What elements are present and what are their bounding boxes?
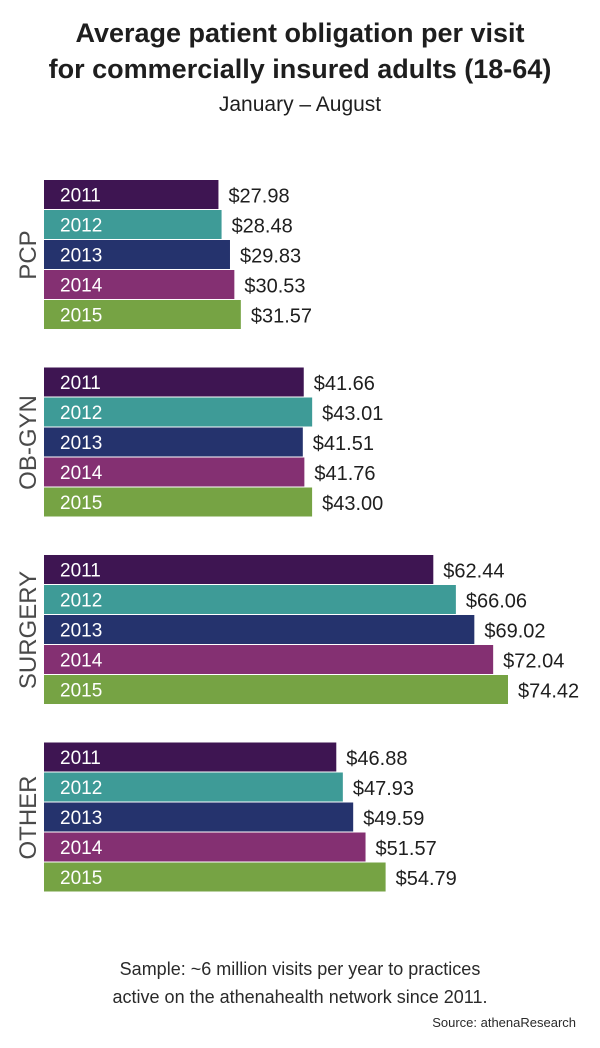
value-label-surgery-2013: $69.02 [484, 621, 545, 643]
value-label-ob-gyn-2011: $41.66 [314, 373, 375, 395]
value-label-surgery-2011: $62.44 [443, 561, 504, 583]
group-label-other: OTHER [15, 776, 42, 860]
value-label-other-2014: $51.57 [376, 838, 437, 860]
value-label-surgery-2012: $66.06 [466, 591, 527, 613]
chart-subtitle: January – August [218, 93, 382, 116]
year-label-other-2013: 2013 [60, 808, 102, 829]
year-label-surgery-2015: 2015 [60, 681, 102, 702]
value-label-pcp-2014: $30.53 [244, 276, 305, 298]
bar-other-2015 [44, 862, 386, 892]
year-label-surgery-2014: 2014 [60, 651, 103, 672]
bar-surgery-2011 [44, 555, 434, 584]
bar-other-2012 [44, 772, 343, 802]
sample-note-line-1: Sample: ~6 million visits per year to pr… [119, 959, 481, 979]
bar-ob-gyn-2013 [44, 427, 303, 457]
source-credit: Source: athenaResearch [432, 1015, 576, 1030]
year-label-pcp-2014: 2014 [60, 276, 103, 297]
year-label-pcp-2012: 2012 [60, 216, 102, 237]
value-label-other-2013: $49.59 [363, 808, 424, 830]
year-label-pcp-2011: 2011 [60, 186, 101, 207]
group-label-ob-gyn: OB-GYN [15, 395, 42, 490]
year-label-pcp-2015: 2015 [60, 306, 102, 327]
bar-ob-gyn-2015 [44, 487, 313, 517]
bar-surgery-2013 [44, 615, 475, 644]
bar-surgery-2012 [44, 585, 456, 614]
value-label-pcp-2011: $27.98 [228, 186, 289, 208]
value-label-ob-gyn-2013: $41.51 [313, 433, 374, 455]
year-label-ob-gyn-2013: 2013 [60, 433, 102, 454]
value-label-other-2011: $46.88 [346, 748, 407, 770]
bar-surgery-2015 [44, 675, 508, 704]
bar-surgery-2014 [44, 645, 494, 674]
bar-pcp-2011 [44, 180, 219, 209]
group-label-surgery: SURGERY [15, 571, 42, 689]
bar-ob-gyn-2014 [44, 457, 305, 487]
value-label-pcp-2013: $29.83 [240, 246, 301, 268]
bar-pcp-2013 [44, 240, 230, 269]
bar-ob-gyn-2011 [44, 367, 304, 397]
bar-chart: 2011 $27.98 2012 $28.48 2013 $29.83 2014 $30.53… [15, 180, 579, 892]
year-label-ob-gyn-2012: 2012 [60, 403, 102, 424]
bar-other-2013 [44, 802, 354, 832]
bar-ob-gyn-2012 [44, 397, 313, 427]
value-label-ob-gyn-2012: $43.01 [322, 403, 383, 425]
bar-other-2011 [44, 742, 337, 772]
year-label-pcp-2013: 2013 [60, 246, 102, 267]
year-label-surgery-2011: 2011 [60, 561, 101, 582]
year-label-surgery-2012: 2012 [60, 591, 102, 612]
value-label-surgery-2015: $74.42 [518, 681, 579, 703]
value-label-pcp-2015: $31.57 [251, 306, 312, 328]
sample-note-line-2: active on the athenahealth network since… [112, 987, 488, 1007]
value-label-ob-gyn-2015: $43.00 [322, 493, 383, 515]
year-label-other-2011: 2011 [60, 748, 101, 769]
year-label-ob-gyn-2011: 2011 [60, 373, 101, 394]
chart-title-line-2: for commercially insured adults (18-64) [48, 54, 552, 84]
year-label-surgery-2013: 2013 [60, 621, 102, 642]
value-label-other-2015: $54.79 [396, 868, 457, 890]
chart-title-line-1: Average patient obligation per visit [75, 18, 525, 48]
bar-pcp-2014 [44, 270, 235, 299]
group-label-pcp: PCP [15, 230, 42, 279]
year-label-other-2014: 2014 [60, 838, 103, 859]
bar-pcp-2012 [44, 210, 222, 239]
year-label-ob-gyn-2014: 2014 [60, 463, 103, 484]
bar-other-2014 [44, 832, 366, 862]
value-label-pcp-2012: $28.48 [232, 216, 293, 238]
value-label-other-2012: $47.93 [353, 778, 414, 800]
value-label-surgery-2014: $72.04 [503, 651, 564, 673]
year-label-other-2015: 2015 [60, 868, 102, 889]
bar-pcp-2015 [44, 300, 241, 329]
value-label-ob-gyn-2014: $41.76 [314, 463, 375, 485]
year-label-other-2012: 2012 [60, 778, 102, 799]
year-label-ob-gyn-2015: 2015 [60, 493, 102, 514]
